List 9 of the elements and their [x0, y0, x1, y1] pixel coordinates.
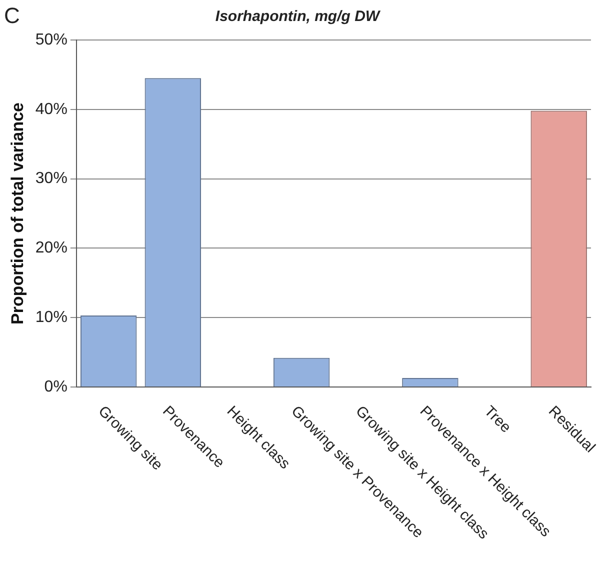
y-tick-label: 20%	[35, 240, 68, 257]
y-tick-label: 40%	[35, 100, 68, 118]
y-tick-label: 10%	[35, 309, 68, 326]
y-tick-label: 0%	[44, 378, 68, 396]
y-tick-label: 50%	[35, 31, 68, 48]
y-tick-label: 30%	[35, 170, 68, 188]
chart-title: Isorhapontin, mg/g DW	[215, 8, 382, 26]
text: C	[4, 3, 20, 28]
y-axis-title: Proportion of total variance	[8, 102, 27, 324]
